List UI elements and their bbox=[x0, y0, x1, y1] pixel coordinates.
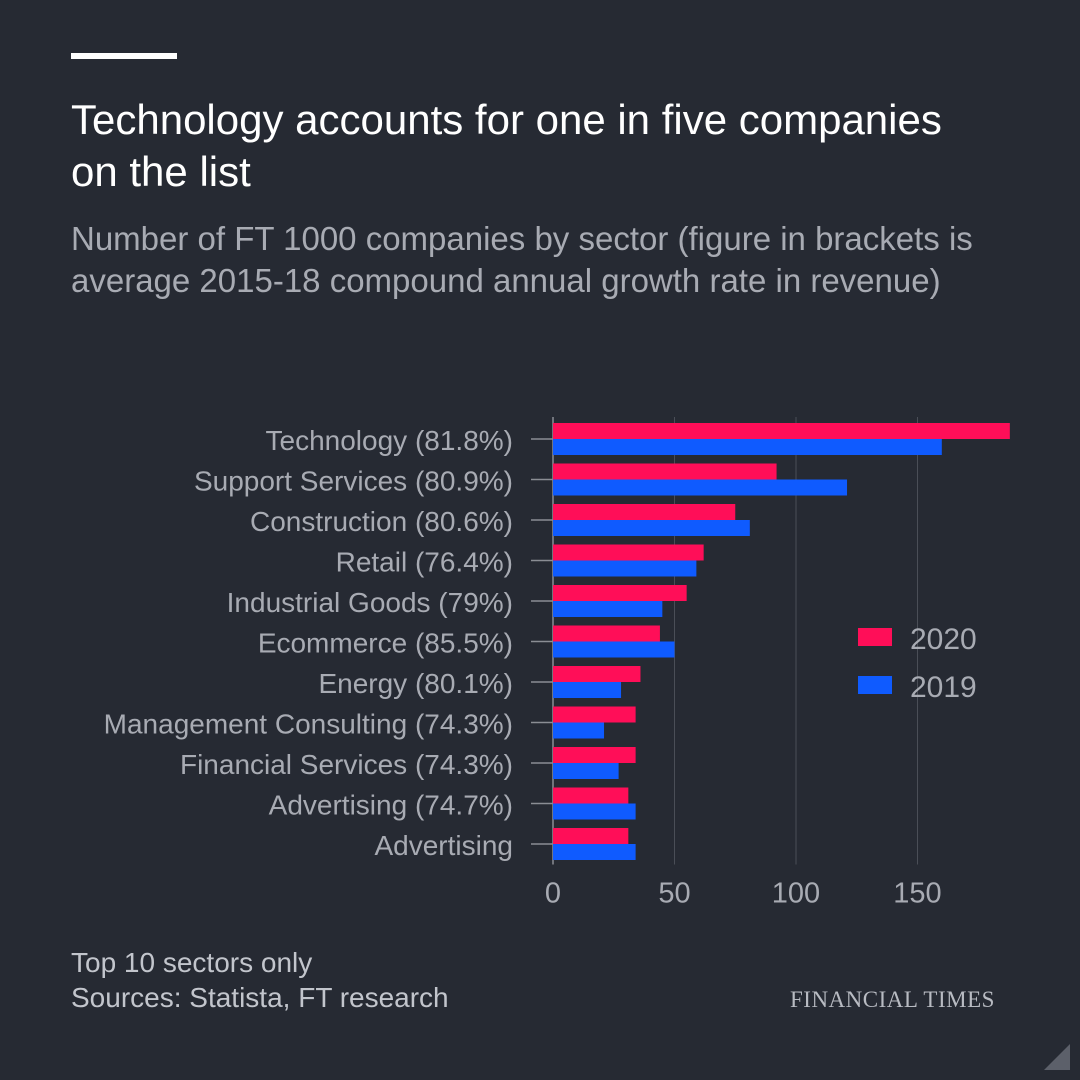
category-label: Advertising bbox=[374, 830, 513, 861]
bar-2019-10 bbox=[553, 844, 636, 860]
x-tick-label: 50 bbox=[658, 878, 690, 910]
category-label: Industrial Goods (79%) bbox=[227, 587, 513, 618]
category-label: Financial Services (74.3%) bbox=[180, 749, 513, 780]
category-label: Construction (80.6%) bbox=[250, 506, 513, 537]
bar-2019-4 bbox=[553, 601, 663, 617]
bar-2020-7 bbox=[553, 706, 636, 723]
bar-2019-3 bbox=[553, 560, 697, 577]
chart-title: Technology accounts for one in five comp… bbox=[71, 96, 942, 195]
category-label: Management Consulting (74.3%) bbox=[104, 709, 513, 740]
bars-layer bbox=[553, 423, 1010, 860]
x-tick-labels: 0 50 100 150 bbox=[545, 878, 942, 910]
category-label: Retail (76.4%) bbox=[336, 547, 513, 578]
bar-2019-1 bbox=[553, 479, 848, 496]
bar-2020-3 bbox=[553, 544, 704, 561]
bar-2020-6 bbox=[553, 666, 641, 682]
legend-label-2020: 2020 bbox=[910, 623, 977, 656]
category-label: Ecommerce (85.5%) bbox=[258, 628, 513, 659]
bar-2020-8 bbox=[553, 747, 636, 763]
legend-swatch-2019 bbox=[858, 676, 892, 694]
legend: 2020 2019 bbox=[858, 623, 977, 704]
bar-2020-5 bbox=[553, 625, 660, 642]
category-label: Technology (81.8%) bbox=[266, 425, 513, 456]
bar-2020-0 bbox=[553, 423, 1010, 439]
bar-2019-0 bbox=[553, 439, 942, 455]
category-label: Energy (80.1%) bbox=[318, 668, 513, 699]
bar-2020-1 bbox=[553, 463, 777, 480]
bar-2019-7 bbox=[553, 722, 605, 739]
chart-subtitle: Number of FT 1000 companies by sector (f… bbox=[71, 220, 973, 299]
bar-2019-5 bbox=[553, 641, 675, 658]
x-tick-label: 150 bbox=[893, 878, 941, 910]
bar-2020-4 bbox=[553, 585, 687, 601]
legend-label-2019: 2019 bbox=[910, 671, 977, 704]
x-tick-label: 0 bbox=[545, 878, 561, 910]
footnote-sources: Sources: Statista, FT research bbox=[71, 982, 449, 1013]
bar-2019-2 bbox=[553, 520, 750, 536]
bar-2020-2 bbox=[553, 504, 736, 520]
footnote: Top 10 sectors only Sources: Statista, F… bbox=[71, 945, 449, 1015]
category-label: Advertising (74.7%) bbox=[269, 790, 513, 821]
category-labels: Technology (81.8%) Support Services (80.9… bbox=[104, 425, 513, 861]
x-tick-label: 100 bbox=[772, 878, 820, 910]
ft-logo: FINANCIAL TIMES bbox=[790, 987, 995, 1012]
bar-2019-6 bbox=[553, 682, 622, 698]
legend-swatch-2020 bbox=[858, 628, 892, 646]
bar-2019-8 bbox=[553, 763, 619, 779]
bar-2020-10 bbox=[553, 828, 629, 844]
top-rule bbox=[71, 53, 177, 59]
bar-2020-9 bbox=[553, 787, 629, 804]
bar-chart: Technology (81.8%) Support Services (80.9… bbox=[104, 417, 1010, 910]
category-label: Support Services (80.9%) bbox=[194, 466, 513, 497]
corner-fold-icon bbox=[1044, 1044, 1070, 1070]
bar-2019-9 bbox=[553, 803, 636, 820]
footnote-scope: Top 10 sectors only bbox=[71, 947, 313, 978]
